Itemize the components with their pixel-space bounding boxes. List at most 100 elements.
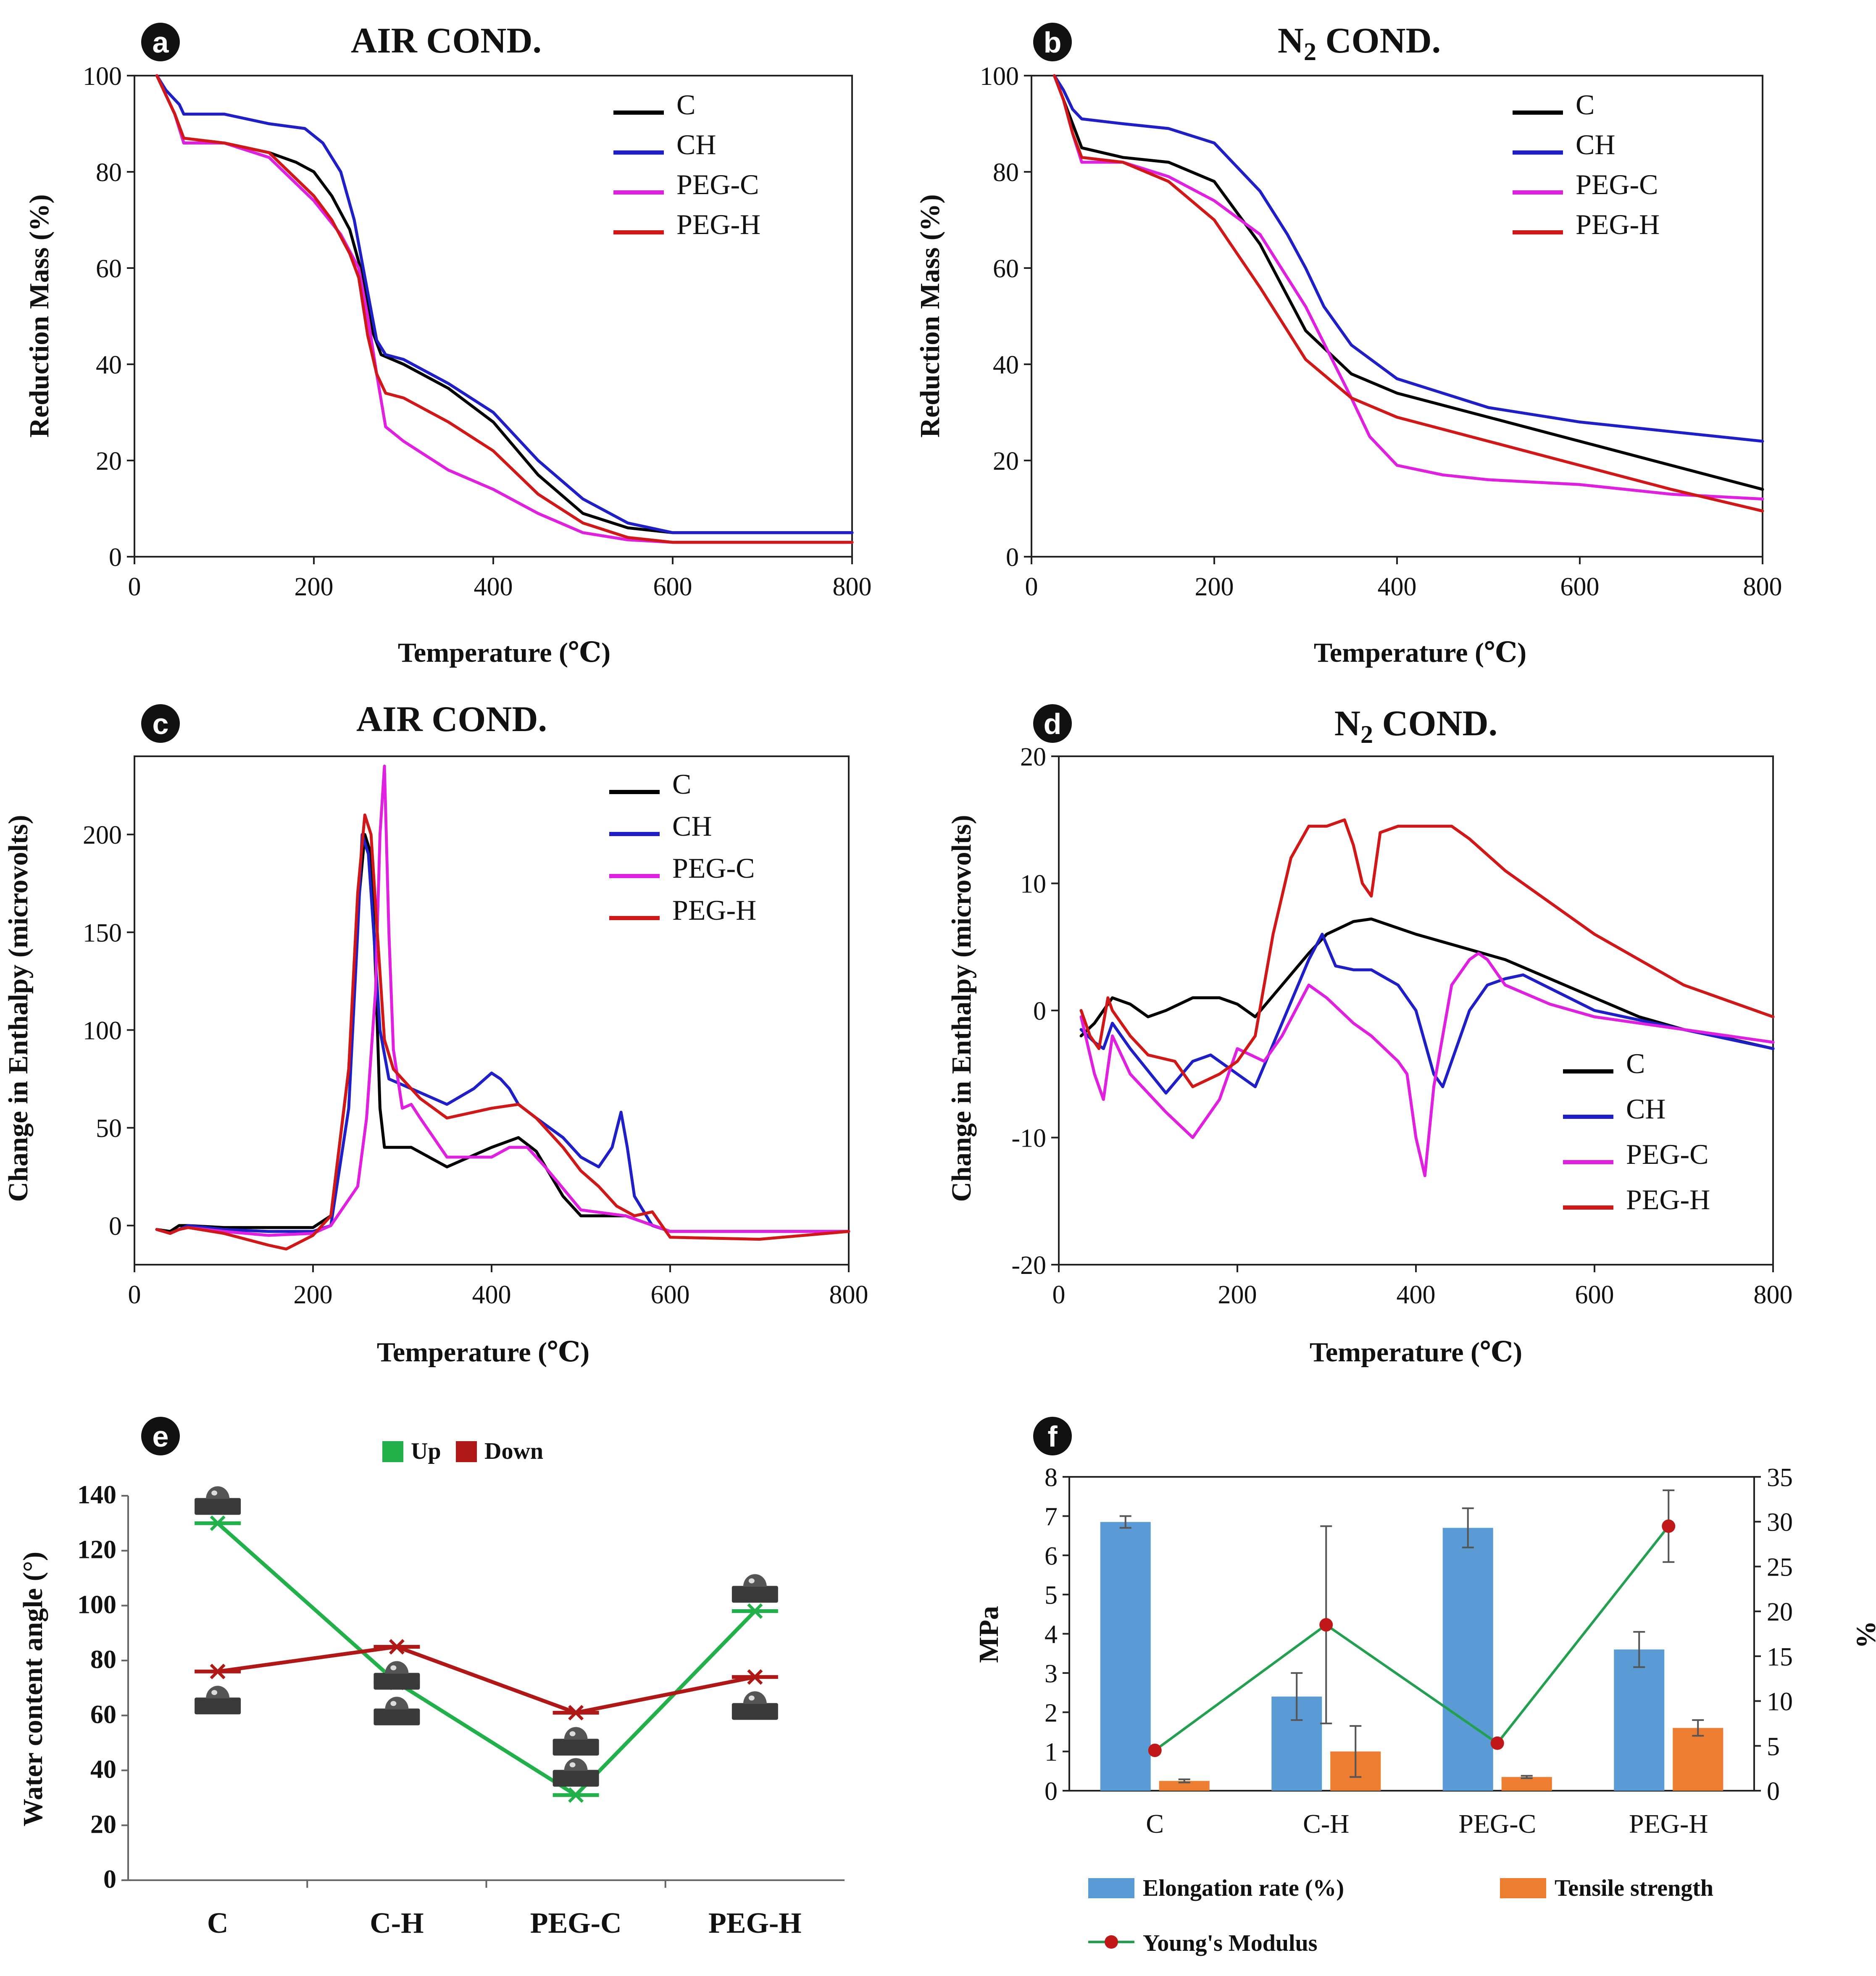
y-tick-label: 120 — [77, 1536, 116, 1564]
y2-tick-label: 25 — [1767, 1553, 1793, 1581]
y-tick-label: 10 — [1020, 870, 1046, 899]
x-tick-label: 400 — [472, 1281, 511, 1309]
chart-b: 0 200 400 600 800 0 20 40 60 80 100 Temperature (℃)… — [915, 62, 1782, 668]
title-b: N2 COND. — [1278, 20, 1441, 66]
y-tick-label: 20 — [90, 1810, 116, 1839]
y-tick-label: 100 — [980, 62, 1019, 91]
y-axis-label: Change in Enthalpy (microvolts) — [3, 815, 34, 1202]
water-drop-image-droplet — [564, 1727, 588, 1740]
y-tick-label: 150 — [83, 919, 122, 947]
y2-tick-label: 10 — [1767, 1688, 1793, 1716]
y-tick-label: 0 — [1045, 1777, 1058, 1806]
water-drop-image-substrate — [195, 1498, 241, 1515]
y-tick-label: 40 — [993, 351, 1019, 379]
x-tick-label: 600 — [653, 573, 692, 601]
bar-elongation — [1100, 1522, 1151, 1791]
error-bar — [1350, 1725, 1362, 1778]
y-tick-label: 20 — [993, 447, 1019, 476]
category-label: PEG-C — [530, 1907, 622, 1939]
y-tick-label: 100 — [83, 62, 122, 91]
panel-badge-d: d — [1033, 704, 1072, 743]
water-drop-image-droplet — [564, 1758, 588, 1771]
y-tick-label: 20 — [1020, 743, 1046, 771]
chart-f: 0 1 2 3 4 5 6 7 8 0 5 10 15 20 25 30 35 MPa% C C-H PEG-C PEG-… — [974, 1463, 1876, 1956]
y-axis-label: Reduction Mass (%) — [24, 194, 55, 437]
y-tick-label: 0 — [1033, 997, 1046, 1026]
series-line-c — [155, 833, 850, 1233]
panel-letter-a: a — [153, 26, 169, 59]
water-drop-image-droplet — [385, 1661, 409, 1674]
category-label: PEG-H — [1629, 1809, 1708, 1839]
x-tick-label: 0 — [1025, 573, 1038, 601]
series-line-peg-h — [155, 813, 850, 1251]
legend-swatch-elongation — [1088, 1878, 1134, 1898]
legend-label-peg-h: PEG-H — [676, 208, 760, 240]
category-label: PEG-C — [1458, 1809, 1536, 1839]
water-drop-image-highlight — [569, 1731, 576, 1737]
legend-swatch-down — [456, 1441, 477, 1462]
water-drop-image-highlight — [748, 1695, 755, 1701]
y-tick-label: 3 — [1045, 1660, 1058, 1688]
legend-label-down: Down — [484, 1438, 543, 1464]
x-tick-label: 0 — [128, 573, 141, 601]
legend-label-youngs: Young's Modulus — [1143, 1930, 1318, 1956]
y-tick-label: 5 — [1045, 1581, 1058, 1610]
x-tick-label: 600 — [1560, 573, 1600, 601]
bar-tensile — [1501, 1777, 1552, 1791]
category-label: C — [207, 1907, 229, 1939]
y-tick-label: 20 — [96, 447, 122, 476]
water-drop-image-highlight — [211, 1690, 218, 1695]
series-line-peg-h — [1052, 74, 1764, 513]
x-tick-label: 800 — [829, 1281, 868, 1309]
legend-swatch-tensile — [1500, 1878, 1546, 1898]
x-axis-label: Temperature (℃) — [377, 1337, 589, 1368]
error-bar — [1291, 1672, 1303, 1721]
y-tick-label: 6 — [1045, 1542, 1058, 1571]
legend-label-up: Up — [411, 1438, 441, 1464]
series-line-up — [216, 1521, 757, 1798]
panel-letter-f: f — [1047, 1420, 1058, 1453]
water-drop-image-highlight — [569, 1762, 576, 1768]
panel-letter-b: b — [1044, 26, 1062, 59]
y-axis-label: Water content angle (°) — [18, 1552, 48, 1826]
y2-tick-label: 35 — [1767, 1463, 1793, 1492]
y-tick-label: 2 — [1045, 1699, 1058, 1727]
series-line-ch — [155, 74, 854, 534]
x-tick-label: 400 — [474, 573, 513, 601]
legend-label-c: C — [676, 89, 695, 121]
series-line-ch — [155, 833, 850, 1235]
series-line-ch — [1079, 933, 1775, 1095]
x-axis-label: Temperature (℃) — [1314, 637, 1526, 668]
x-tick-label: 400 — [1397, 1281, 1436, 1309]
y-axis-label: Change in Enthalpy (microvolts) — [946, 815, 977, 1202]
panel-badge-b: b — [1033, 23, 1072, 61]
bar-elongation — [1614, 1649, 1665, 1791]
y-tick-label: 8 — [1045, 1463, 1058, 1492]
error-bar — [1178, 1778, 1190, 1784]
water-drop-image-highlight — [390, 1701, 397, 1706]
series-line-peg-c — [1079, 952, 1775, 1177]
legend-label-peg-h: PEG-H — [1626, 1184, 1710, 1216]
y2-tick-label: 20 — [1767, 1598, 1793, 1626]
x-tick-label: 400 — [1378, 573, 1417, 601]
x-axis-label: Temperature (℃) — [1310, 1337, 1522, 1368]
y-axis-label: Reduction Mass (%) — [915, 194, 945, 437]
y2-tick-label: 0 — [1767, 1777, 1780, 1806]
point-marker-down — [568, 1705, 584, 1721]
water-drop-image-substrate — [553, 1770, 599, 1787]
y-tick-label: 7 — [1045, 1502, 1058, 1531]
title-d: N2 COND. — [1334, 703, 1497, 748]
y-tick-label: 1 — [1045, 1738, 1058, 1767]
panel-badge-e: e — [141, 1417, 180, 1455]
x-tick-label: 600 — [651, 1281, 690, 1309]
y-tick-label: -10 — [1011, 1124, 1046, 1153]
panel-letter-c: c — [153, 708, 169, 740]
y-tick-label: 100 — [83, 1017, 122, 1045]
series-line-peg-h — [1079, 818, 1775, 1088]
water-drop-image-substrate — [195, 1697, 241, 1715]
series-line-c — [1052, 74, 1764, 491]
legend-label-elongation: Elongation rate (%) — [1143, 1875, 1344, 1901]
x-axis-label: Temperature (℃) — [398, 637, 610, 668]
water-drop-image-substrate — [374, 1708, 420, 1726]
